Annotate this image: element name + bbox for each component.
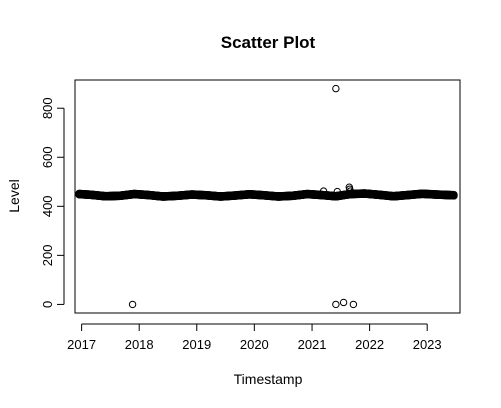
outlier-point [319, 187, 328, 195]
y-tick-label: 600 [40, 146, 55, 168]
outlier-point [349, 300, 358, 309]
outlier-point [339, 298, 348, 307]
x-tick-label: 2019 [182, 337, 211, 352]
data-point [450, 190, 458, 199]
x-tick-label: 2017 [67, 337, 96, 352]
outlier-point [333, 187, 341, 196]
y-tick-label: 800 [40, 97, 55, 119]
y-tick-label: 400 [40, 195, 55, 217]
outlier-point [346, 187, 355, 195]
outlier-point [332, 300, 340, 309]
y-tick-label: 200 [40, 245, 55, 267]
plot-area-frame [74, 79, 461, 314]
y-axis: 0 200 400 600 800 [40, 97, 65, 308]
data-points [75, 84, 458, 309]
x-tick-label: 2023 [413, 337, 442, 352]
y-axis-label: Level [6, 179, 22, 212]
outlier-point [128, 300, 137, 309]
chart-title: Scatter Plot [221, 33, 316, 52]
y-tick-label: 0 [40, 301, 55, 308]
x-axis-label: Timestamp [234, 371, 303, 387]
x-tick-label: 2018 [125, 337, 154, 352]
x-axis: 2017 2018 2019 2020 2021 2022 2023 [67, 323, 442, 352]
x-tick-label: 2020 [240, 337, 269, 352]
outlier-point [332, 84, 340, 93]
x-tick-label: 2022 [355, 337, 384, 352]
x-tick-label: 2021 [298, 337, 327, 352]
